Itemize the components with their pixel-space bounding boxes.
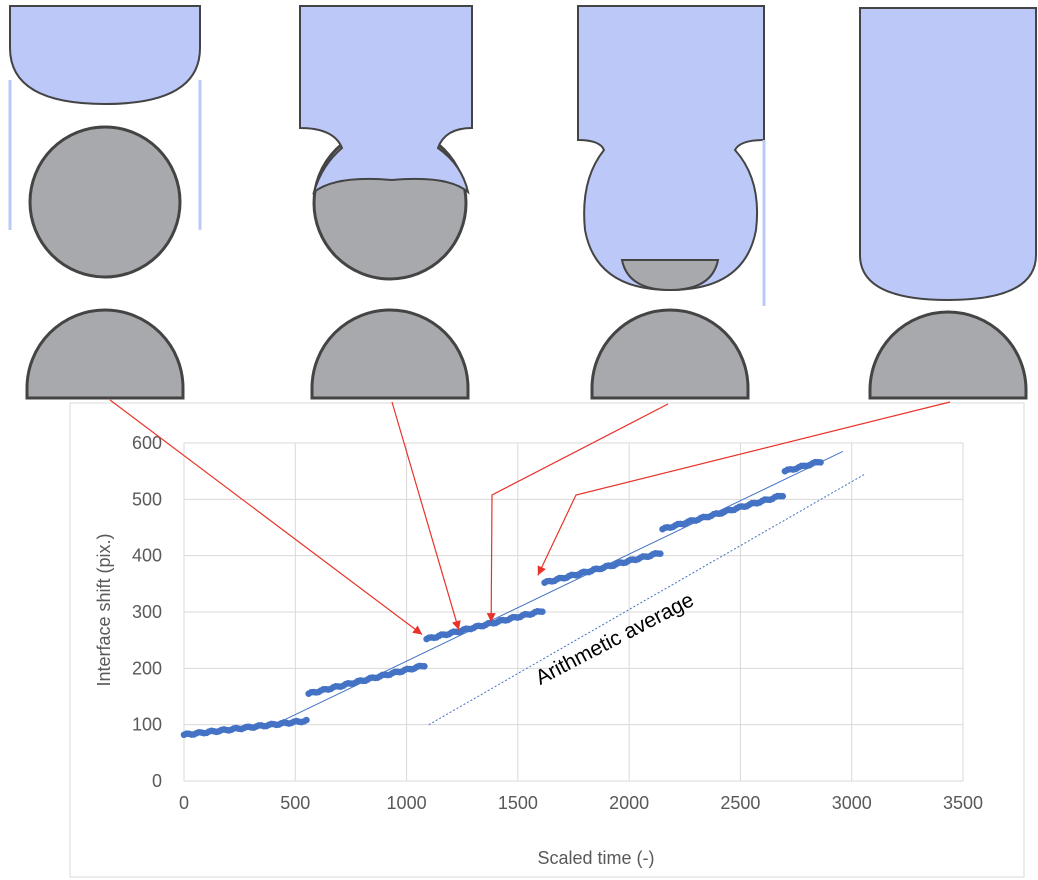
x-tick-label: 0	[179, 793, 189, 813]
panel-arrow-1	[109, 399, 423, 636]
snapshot-panel-4	[858, 7, 1038, 400]
data-point	[657, 550, 664, 557]
chart-frame	[69, 402, 1025, 878]
y-tick-label: 300	[132, 602, 162, 622]
average-trend-line	[428, 473, 866, 726]
panel-1-grain-top	[28, 125, 182, 279]
panel-3-interface	[577, 5, 765, 292]
data-point	[817, 459, 824, 466]
panel-arrow-head-4	[537, 565, 546, 576]
panel-4-interface	[859, 7, 1037, 302]
panel-arrow-head-1	[412, 625, 423, 635]
panel-2-interface	[299, 5, 473, 195]
snapshot-panel-1	[8, 5, 202, 400]
panel-arrow-head-2	[452, 620, 461, 631]
panel-arrow-head-3	[486, 613, 496, 623]
y-tick-label: 0	[152, 771, 162, 791]
x-tick-label: 2000	[609, 793, 649, 813]
data-point	[421, 663, 428, 670]
x-tick-label: 3000	[832, 793, 872, 813]
panel-2-grain-bottom	[310, 308, 470, 400]
x-axis-title: Scaled time (-)	[537, 848, 654, 868]
panel-3-grain-cap	[620, 259, 720, 292]
x-tick-label: 500	[280, 793, 310, 813]
y-tick-label: 600	[132, 433, 162, 453]
y-tick-label: 200	[132, 658, 162, 678]
snapshot-panel-2	[298, 5, 476, 400]
x-tick-label: 2500	[720, 793, 760, 813]
panel-arrow-2	[391, 401, 460, 631]
x-tick-label: 3500	[943, 793, 983, 813]
y-tick-label: 400	[132, 546, 162, 566]
panel-arrow-4	[537, 401, 951, 576]
data-point	[303, 716, 310, 724]
snapshot-panel-3	[577, 5, 766, 400]
x-tick-label: 1500	[498, 793, 538, 813]
arithmetic-average-label: Arithmetic average	[532, 588, 698, 689]
panel-4-grain-bottom	[868, 310, 1028, 400]
y-axis-title: Interface shift (pix.)	[94, 533, 114, 686]
data-point	[779, 492, 787, 500]
panel-1-grain-bottom	[25, 308, 185, 400]
panel-3-grain-bottom	[590, 308, 750, 400]
panel-arrow-3	[490, 403, 669, 623]
plot-area: 0 500 1000 1500 2000 2500 3000 3500 0 100 200 300 40…	[109, 399, 983, 813]
y-tick-label: 500	[132, 489, 162, 509]
panel-1-interface	[9, 5, 201, 106]
x-tick-label: 1000	[387, 793, 427, 813]
y-tick-label: 100	[132, 715, 162, 735]
snapshot-panels	[8, 5, 1038, 400]
data-point	[539, 608, 546, 616]
